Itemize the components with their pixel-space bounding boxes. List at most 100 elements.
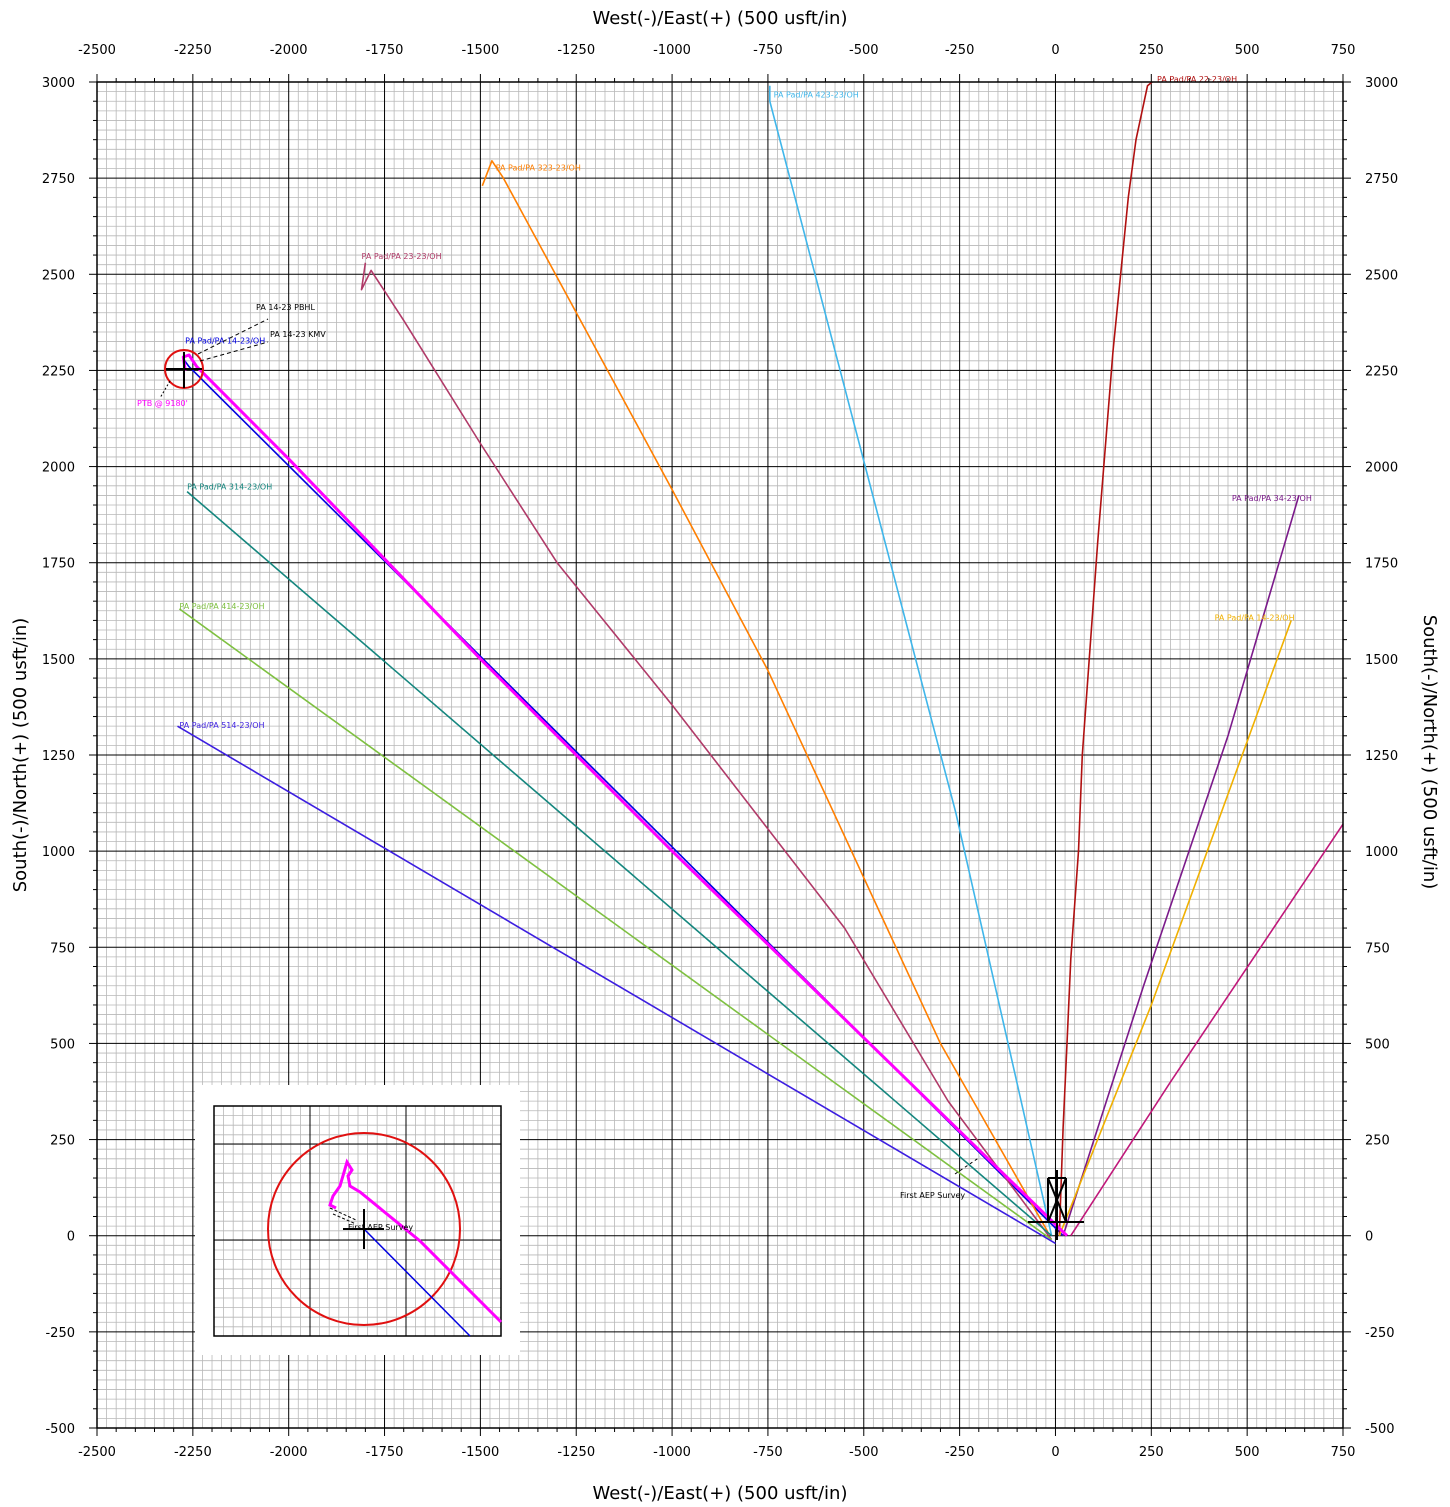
x-axis-title-top: West(-)/East(+) (500 usft/in)	[592, 8, 847, 29]
x-tick-label-top: -750	[753, 43, 783, 58]
x-tick-label-bottom: -1750	[366, 1445, 404, 1460]
inset-leader-2	[332, 1213, 357, 1225]
well-paths	[177, 81, 1344, 1245]
x-tick-label-bottom: -500	[849, 1445, 879, 1460]
x-tick-label-top: -1750	[366, 43, 404, 58]
inset-magenta-path	[328, 1158, 503, 1324]
x-axis-title-bottom: West(-)/East(+) (500 usft/in)	[592, 1483, 847, 1504]
y-tick-label-left: 2500	[42, 268, 75, 283]
y-tick-label-right: 0	[1365, 1230, 1373, 1245]
y-tick-label-left: 500	[50, 1037, 75, 1052]
y-tick-label-left: 750	[50, 941, 75, 956]
pbhl-leader	[197, 318, 269, 355]
y-tick-label-left: -500	[45, 1422, 75, 1437]
x-tick-label-bottom: -250	[945, 1445, 975, 1460]
inset-survey-label: First AEP Survey	[348, 1223, 413, 1232]
kmv-label: PA 14-23 KMV	[270, 330, 326, 339]
x-tick-label-top: -500	[849, 43, 879, 58]
y-tick-label-right: 250	[1365, 1134, 1390, 1149]
y-tick-label-right: 2250	[1365, 364, 1398, 379]
x-tick-label-bottom: 250	[1139, 1445, 1164, 1460]
well-label-6: PA Pad/PA 14-23/OH	[1215, 613, 1295, 622]
detail-inset: First AEP Survey	[195, 1085, 520, 1355]
x-tick-label-top: -2500	[78, 43, 116, 58]
y-tick-label-left: 1000	[42, 845, 75, 860]
y-tick-label-right: 500	[1365, 1037, 1390, 1052]
y-tick-label-right: 3000	[1365, 76, 1398, 91]
y-tick-label-left: 1250	[42, 749, 75, 764]
x-tick-label-bottom: 0	[1051, 1445, 1059, 1460]
well-label-3: PA Pad/PA 423-23/OH	[774, 90, 859, 99]
x-tick-label-bottom: 500	[1235, 1445, 1260, 1460]
y-tick-label-right: 2500	[1365, 268, 1398, 283]
annotations: PA 14-23 PBHL PA 14-23 KMV PTB @ 9180' F…	[137, 303, 1084, 1240]
x-tick-label-top: -1500	[461, 43, 499, 58]
y-tick-label-right: 1750	[1365, 557, 1398, 572]
well-path-3	[768, 85, 1053, 1236]
y-tick-label-left: 1500	[42, 653, 75, 668]
well-path-6	[1058, 620, 1292, 1236]
well-labels: PA Pad/PA 14-23/OH PA Pad/PA 23-23/OH PA P…	[179, 75, 1311, 730]
tick-labels: -2500-2500-2250-2250-2000-2000-1750-1750…	[42, 43, 1398, 1460]
y-tick-label-right: 2000	[1365, 461, 1398, 476]
well-label-0: PA Pad/PA 14-23/OH	[185, 337, 265, 346]
x-tick-label-top: 750	[1331, 43, 1356, 58]
x-tick-label-top: 500	[1235, 43, 1260, 58]
well-path-9	[178, 608, 1053, 1241]
x-tick-label-bottom: -2500	[78, 1445, 116, 1460]
plot-frame	[96, 81, 1344, 1429]
x-tick-label-top: -2000	[270, 43, 308, 58]
y-tick-label-left: 0	[67, 1230, 75, 1245]
y-tick-label-left: 2250	[42, 364, 75, 379]
x-tick-label-bottom: -750	[753, 1445, 783, 1460]
y-tick-label-right: -250	[1365, 1326, 1395, 1341]
well-label-10: PA Pad/PA 514-23/OH	[179, 721, 264, 730]
well-path-10	[177, 725, 1056, 1245]
inset-target-circle	[267, 1132, 461, 1326]
x-tick-label-bottom: -1500	[461, 1445, 499, 1460]
y-tick-label-left: -250	[45, 1326, 75, 1341]
well-path-1	[360, 262, 1053, 1241]
x-tick-label-top: -1250	[557, 43, 595, 58]
y-tick-label-left: 3000	[42, 76, 75, 91]
surface-location-icon	[1028, 1170, 1084, 1240]
y-tick-label-right: 1500	[1365, 653, 1398, 668]
x-tick-label-top: 0	[1051, 43, 1059, 58]
x-tick-label-top: -250	[945, 43, 975, 58]
y-axis-title-left: South(-)/North(+) (500 usft/in)	[10, 618, 31, 893]
well-label-2: PA Pad/PA 323-23/OH	[496, 163, 581, 172]
well-label-8: PA Pad/PA 314-23/OH	[187, 483, 272, 492]
y-tick-label-right: 1000	[1365, 845, 1398, 860]
pbhl-label: PA 14-23 PBHL	[256, 303, 315, 312]
y-tick-label-left: 1750	[42, 557, 75, 572]
well-path-7	[1070, 823, 1344, 1237]
y-tick-label-right: 750	[1365, 941, 1390, 956]
kmv-leader	[199, 341, 269, 362]
y-axis-title-right: South(-)/North(+) (500 usft/in)	[1419, 615, 1440, 890]
y-tick-label-right: 2750	[1365, 172, 1398, 187]
y-tick-label-left: 250	[50, 1134, 75, 1149]
inset-blue-path	[363, 1228, 471, 1337]
well-path-8	[186, 490, 1053, 1237]
x-tick-label-bottom: -1250	[557, 1445, 595, 1460]
x-tick-label-top: -1000	[653, 43, 691, 58]
first-survey-label: First AEP Survey	[900, 1191, 965, 1200]
well-label-4: PA Pad/PA 22-23/OH	[1157, 75, 1237, 84]
ptb-label: PTB @ 9180'	[137, 399, 188, 408]
y-tick-label-left: 2750	[42, 172, 75, 187]
x-tick-label-bottom: -1000	[653, 1445, 691, 1460]
x-tick-label-top: 250	[1139, 43, 1164, 58]
first-survey-leader	[954, 1156, 981, 1175]
well-path-4	[1058, 81, 1153, 1236]
x-tick-label-bottom: -2250	[174, 1445, 212, 1460]
x-tick-label-bottom: -2000	[270, 1445, 308, 1460]
y-tick-label-right: 1250	[1365, 749, 1398, 764]
well-path-5	[1062, 495, 1300, 1236]
well-label-1: PA Pad/PA 23-23/OH	[362, 252, 442, 261]
well-label-5: PA Pad/PA 34-23/OH	[1232, 494, 1312, 503]
x-tick-label-bottom: 750	[1331, 1445, 1356, 1460]
well-label-9: PA Pad/PA 414-23/OH	[179, 602, 264, 611]
x-tick-label-top: -2250	[174, 43, 212, 58]
ptb-leader	[159, 380, 171, 399]
